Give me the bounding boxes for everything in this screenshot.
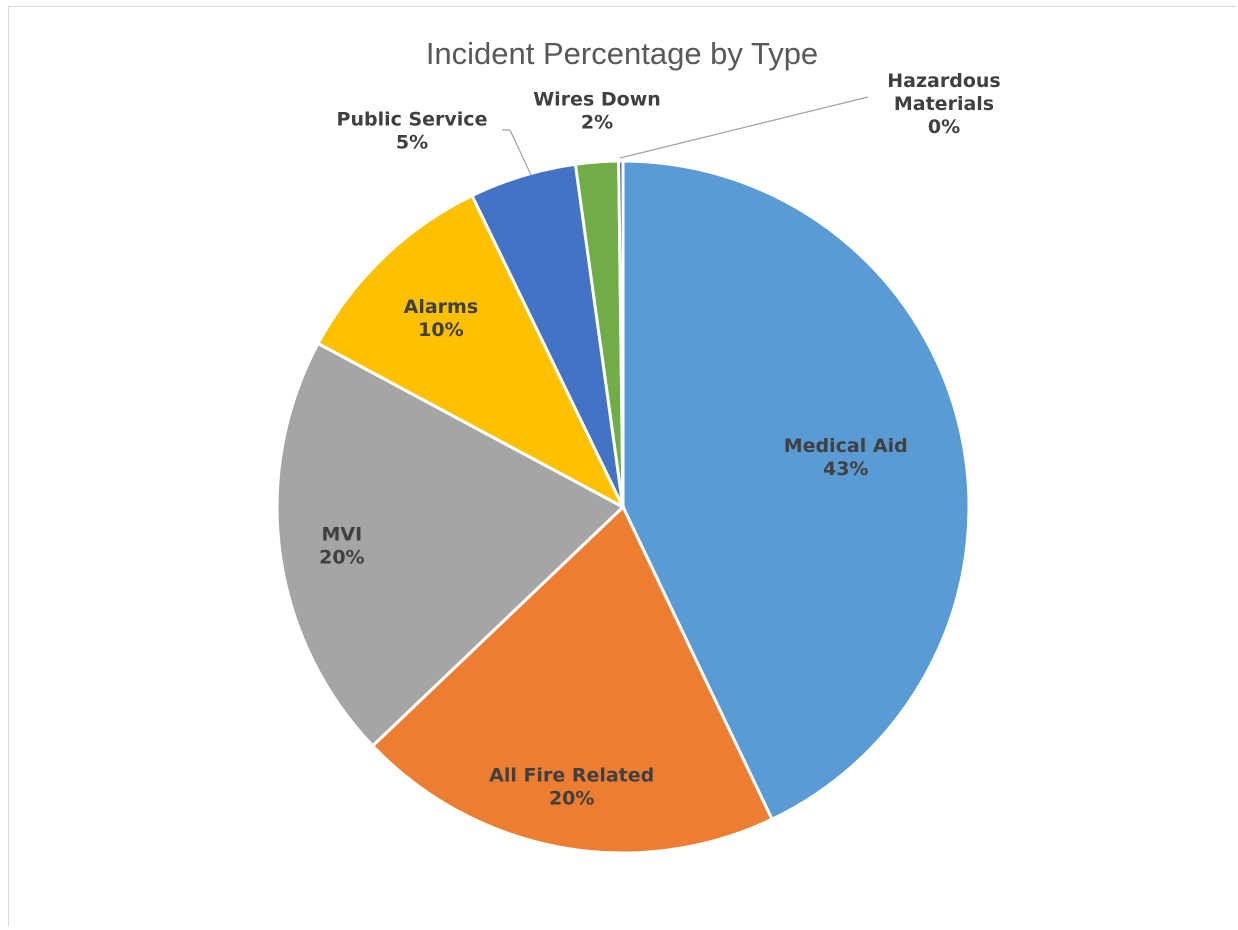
data-label-alarms: Alarms 10% [404,296,479,341]
leader-lines [502,96,869,176]
chart-frame [8,6,1236,926]
slice-all-fire-related [370,504,775,855]
data-label-medical-aid: Medical Aid 43% [784,435,908,480]
data-label-public-service: Public Service 5% [337,109,488,154]
data-label-mvi: MVI 20% [319,524,364,569]
slice-hazardous-materials [617,159,625,508]
slice-medical-aid [621,159,971,822]
data-label-wires-down: Wires Down 2% [533,89,661,134]
leader-line-hazardous-materials [619,96,869,159]
slice-alarms [316,193,627,511]
leader-line-public-service [502,129,532,176]
slice-labels: Medical Aid 43% All Fire Related 20% MVI 20% A… [319,70,1001,810]
data-label-hazardous-materials: Hazardous Materials 0% [887,70,1000,138]
pie-slices [275,159,971,855]
data-label-all-fire-related: All Fire Related 20% [489,765,654,810]
chart-title: Incident Percentage by Type [426,36,818,71]
slice-mvi [275,341,626,748]
